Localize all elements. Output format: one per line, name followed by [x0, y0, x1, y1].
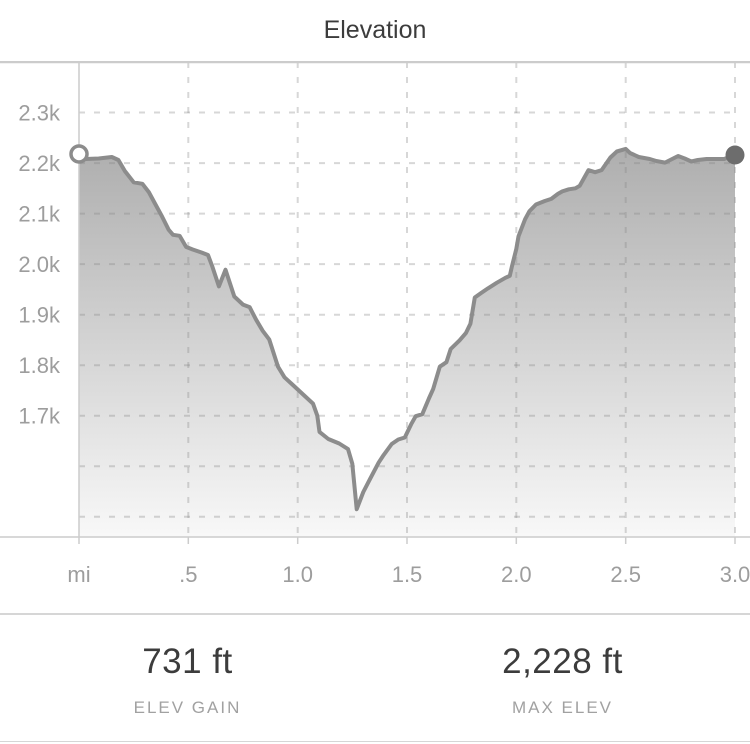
x-axis-label: mi — [67, 562, 90, 587]
stat-max-elev: 2,228 ft MAX ELEV — [375, 615, 750, 741]
y-axis-label: 2.1k — [18, 202, 61, 227]
stats-row: 731 ft ELEV GAIN 2,228 ft MAX ELEV — [0, 615, 750, 742]
elevation-chart[interactable]: 2.3k 2.2k 2.1k 2.0k 1.9k 1.8k 1.7k mi .5 1.0 1.5 2.… — [0, 62, 750, 615]
y-axis-label: 2.2k — [18, 151, 61, 176]
elevation-chart-svg[interactable]: 2.3k 2.2k 2.1k 2.0k 1.9k 1.8k 1.7k mi .5 1.0 1.5 2.… — [0, 62, 750, 615]
elevation-line — [77, 146, 737, 512]
x-axis-label: 3.0 — [720, 562, 750, 587]
y-axis-label: 2.3k — [18, 101, 61, 126]
y-axis-label: 1.7k — [18, 404, 61, 429]
elev-gain-label: ELEV GAIN — [133, 698, 242, 717]
y-axis-label: 1.8k — [18, 353, 61, 378]
start-point-marker — [69, 144, 89, 164]
page-title: Elevation — [0, 0, 750, 62]
x-axis-label: 2.5 — [610, 562, 641, 587]
max-elev-value: 2,228 ft — [502, 642, 623, 681]
stat-elev-gain: 731 ft ELEV GAIN — [0, 615, 375, 741]
x-axis-label: .5 — [179, 562, 197, 587]
x-axis-label: 1.0 — [282, 562, 313, 587]
y-axis-label: 1.9k — [18, 303, 61, 328]
x-axis-label: 1.5 — [392, 562, 423, 587]
end-point-marker — [725, 145, 745, 165]
y-axis-label: 2.0k — [18, 252, 61, 277]
max-elev-label: MAX ELEV — [511, 698, 614, 717]
elevation-area-fill — [79, 148, 735, 537]
x-axis-label: 2.0 — [501, 562, 532, 587]
elev-gain-value: 731 ft — [142, 642, 233, 681]
